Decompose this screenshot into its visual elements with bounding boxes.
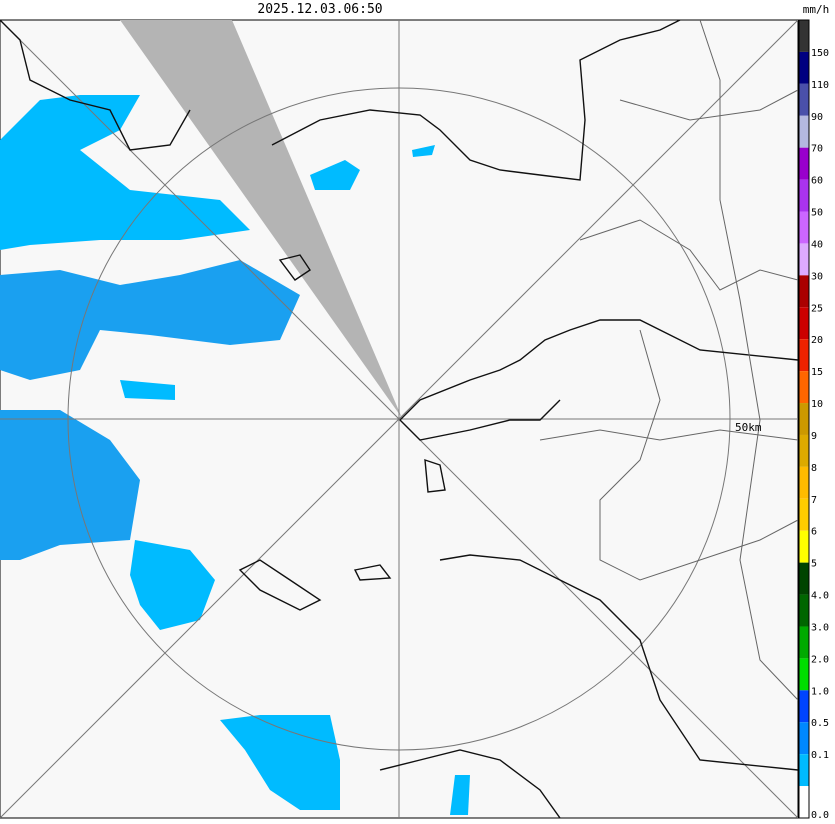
precipitation [0,95,470,815]
legend-swatch [799,51,809,84]
legend-unit: mm/h [803,3,830,16]
legend-swatch [799,434,809,467]
legend-swatch [799,786,809,818]
legend-swatch [799,115,809,148]
timestamp: 2025.12.03.06:50 [257,2,382,17]
legend-label: 110 [811,80,829,91]
legend-swatch [799,722,809,755]
beam-block [120,20,402,418]
legend-label: 50 [811,208,823,219]
legend-label: 70 [811,144,823,155]
legend-swatch [799,690,809,723]
coastline [0,20,798,818]
legend-label: 6 [811,527,817,538]
legend-swatch [799,307,809,340]
legend-swatch [799,466,809,499]
legend-swatch [799,371,809,404]
legend-label: 150 [811,48,829,59]
legend-frame [798,19,810,819]
legend-swatch [799,403,809,435]
legend-swatch [799,147,809,180]
legend-label: 25 [811,303,823,314]
map: 50km [0,19,799,819]
legend-swatch [799,339,809,372]
legend-label: 0.5 [811,718,829,729]
legend: 150 110 90 70 60 50 40 30 25 20 15 10 9 8 7 6 5 4.0 3.0 2.0… [798,19,829,821]
legend-label: 1.0 [811,686,829,697]
legend-swatch [799,754,809,787]
legend-label: 0.1 [811,750,829,761]
legend-label: 4.0 [811,591,829,602]
legend-swatch [799,594,809,627]
legend-swatch [799,658,809,691]
legend-label: 15 [811,367,823,378]
legend-swatch [799,83,809,116]
legend-swatch [799,20,809,52]
legend-label: 30 [811,271,823,282]
legend-label: 60 [811,176,823,187]
legend-label: 40 [811,239,823,250]
legend-label: 90 [811,112,823,123]
legend-swatch [799,562,809,595]
grid [0,20,798,818]
range-label: 50km [735,421,762,434]
boundaries [539,20,798,701]
legend-label: 5 [811,559,817,570]
legend-label: 9 [811,431,817,442]
legend-label: 10 [811,399,823,410]
legend-label: 8 [811,463,817,474]
legend-swatch [799,626,809,659]
legend-swatch [799,243,809,276]
legend-swatch [799,211,809,244]
legend-label: 7 [811,495,817,506]
legend-swatch [799,530,809,563]
legend-label: 0.0 [811,810,829,820]
legend-swatch [799,179,809,212]
legend-swatch [799,275,809,308]
legend-swatch [799,498,809,531]
legend-label: 3.0 [811,622,829,633]
legend-label: 2.0 [811,654,829,665]
legend-label: 20 [811,335,823,346]
